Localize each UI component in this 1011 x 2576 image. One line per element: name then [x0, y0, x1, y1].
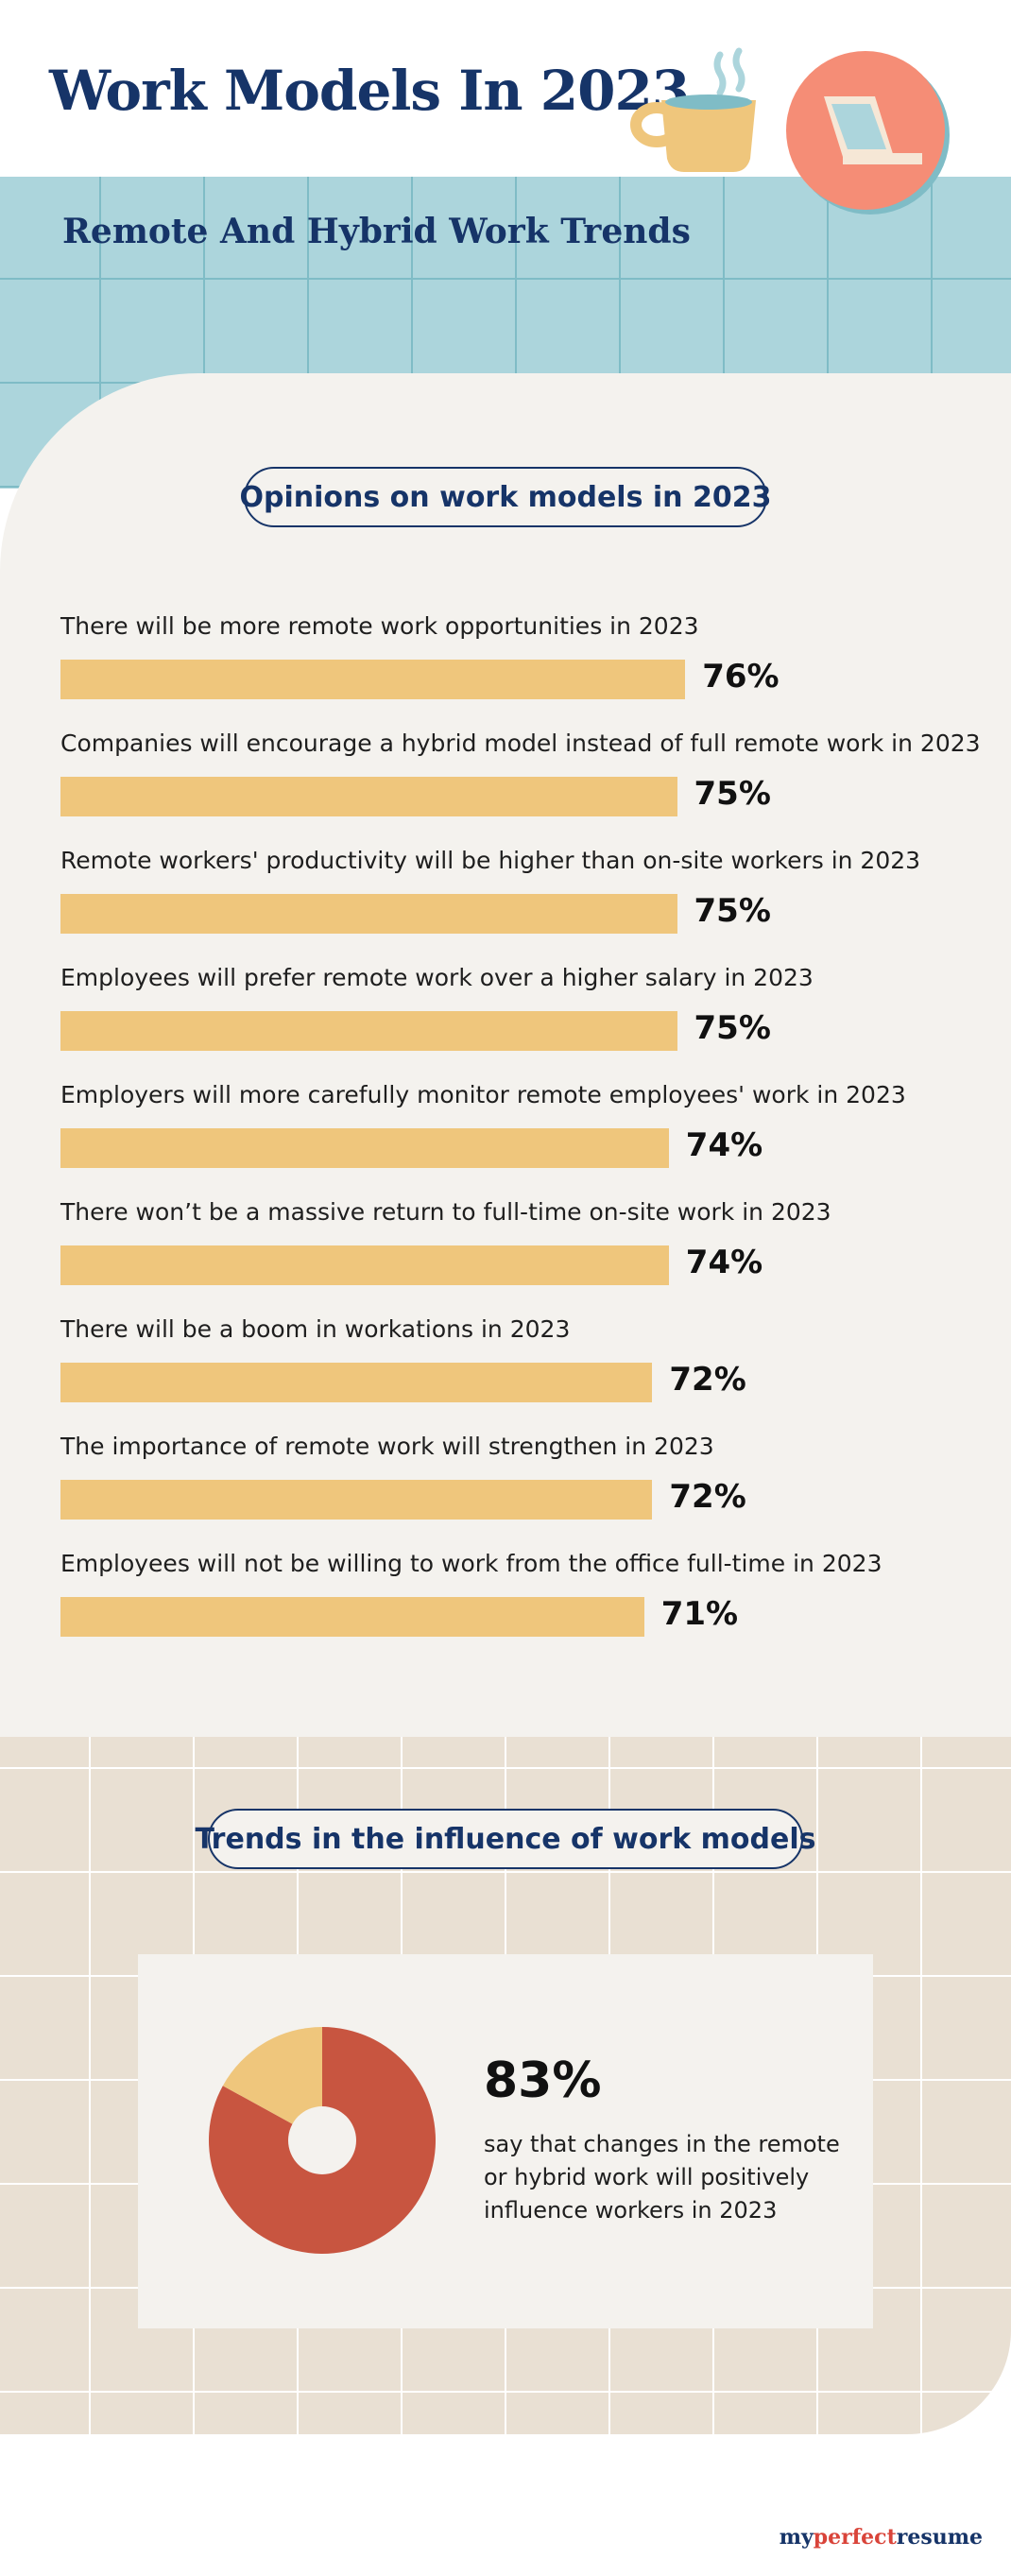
bar-value-label: 71%: [660, 1595, 739, 1633]
bar: [60, 1363, 653, 1402]
bar: [60, 1011, 677, 1051]
bar-item: Remote workers' productivity will be hig…: [60, 847, 977, 964]
bar-item: Employees will not be willing to work fr…: [60, 1550, 977, 1667]
bar-item: Employees will prefer remote work over a…: [60, 964, 977, 1081]
bar-category-label: There won’t be a massive return to full-…: [60, 1198, 831, 1226]
bar-item: There will be more remote work opportuni…: [60, 612, 977, 730]
donut-slice: [222, 2027, 322, 2140]
bar-value-label: 72%: [669, 1478, 746, 1516]
donut-hole: [288, 2106, 356, 2174]
bar: [60, 1128, 669, 1168]
bar-item: There won’t be a massive return to full-…: [60, 1198, 977, 1315]
bar-value-label: 74%: [685, 1126, 763, 1164]
bar: [60, 1597, 644, 1637]
bar: [60, 777, 677, 816]
bar-item: There will be a boom in workations in 20…: [60, 1315, 977, 1433]
brand-perfect: perfect: [813, 2525, 897, 2550]
bar-category-label: There will be more remote work opportuni…: [60, 612, 699, 640]
bar-value-label: 74%: [685, 1244, 763, 1281]
bar-value-label: 76%: [702, 658, 780, 696]
bar-category-label: Remote workers' productivity will be hig…: [60, 847, 921, 874]
bar: [60, 1480, 653, 1520]
stat-value: 83%: [484, 2052, 602, 2109]
page-subtitle: Remote And Hybrid Work Trends: [62, 212, 691, 251]
stat-description: say that changes in the remote or hybrid…: [484, 2131, 840, 2224]
bar: [60, 660, 686, 699]
bar-value-label: 75%: [694, 892, 771, 930]
brand-resume: resume: [896, 2525, 983, 2550]
bar-category-label: Companies will encourage a hybrid model …: [60, 730, 981, 757]
donut-chart: [209, 2027, 436, 2254]
opinions-section-label: Opinions on work models in 2023: [240, 467, 771, 527]
bar-value-label: 75%: [694, 1009, 771, 1047]
brand-logo: myperfectresume: [780, 2525, 983, 2550]
bar-value-label: 75%: [694, 775, 771, 813]
bar-category-label: Employees will prefer remote work over a…: [60, 964, 814, 991]
bar: [60, 894, 677, 934]
bar-category-label: The importance of remote work will stren…: [60, 1433, 714, 1460]
coffee-cup-icon: [630, 47, 756, 172]
bar: [60, 1245, 669, 1285]
bar-item: Companies will encourage a hybrid model …: [60, 730, 981, 847]
bar-category-label: Employees will not be willing to work fr…: [60, 1550, 882, 1577]
bar-value-label: 72%: [669, 1361, 746, 1399]
laptop-icon: [786, 51, 950, 215]
bar-category-label: Employers will more carefully monitor re…: [60, 1081, 906, 1108]
page-title: Work Models In 2023: [49, 59, 690, 123]
brand-my: my: [779, 2525, 814, 2550]
influence-section-label: Trends in the influence of work models: [196, 1809, 816, 1869]
bar-item: Employers will more carefully monitor re…: [60, 1081, 977, 1198]
bar-item: The importance of remote work will stren…: [60, 1433, 977, 1550]
bar-category-label: There will be a boom in workations in 20…: [60, 1315, 571, 1343]
